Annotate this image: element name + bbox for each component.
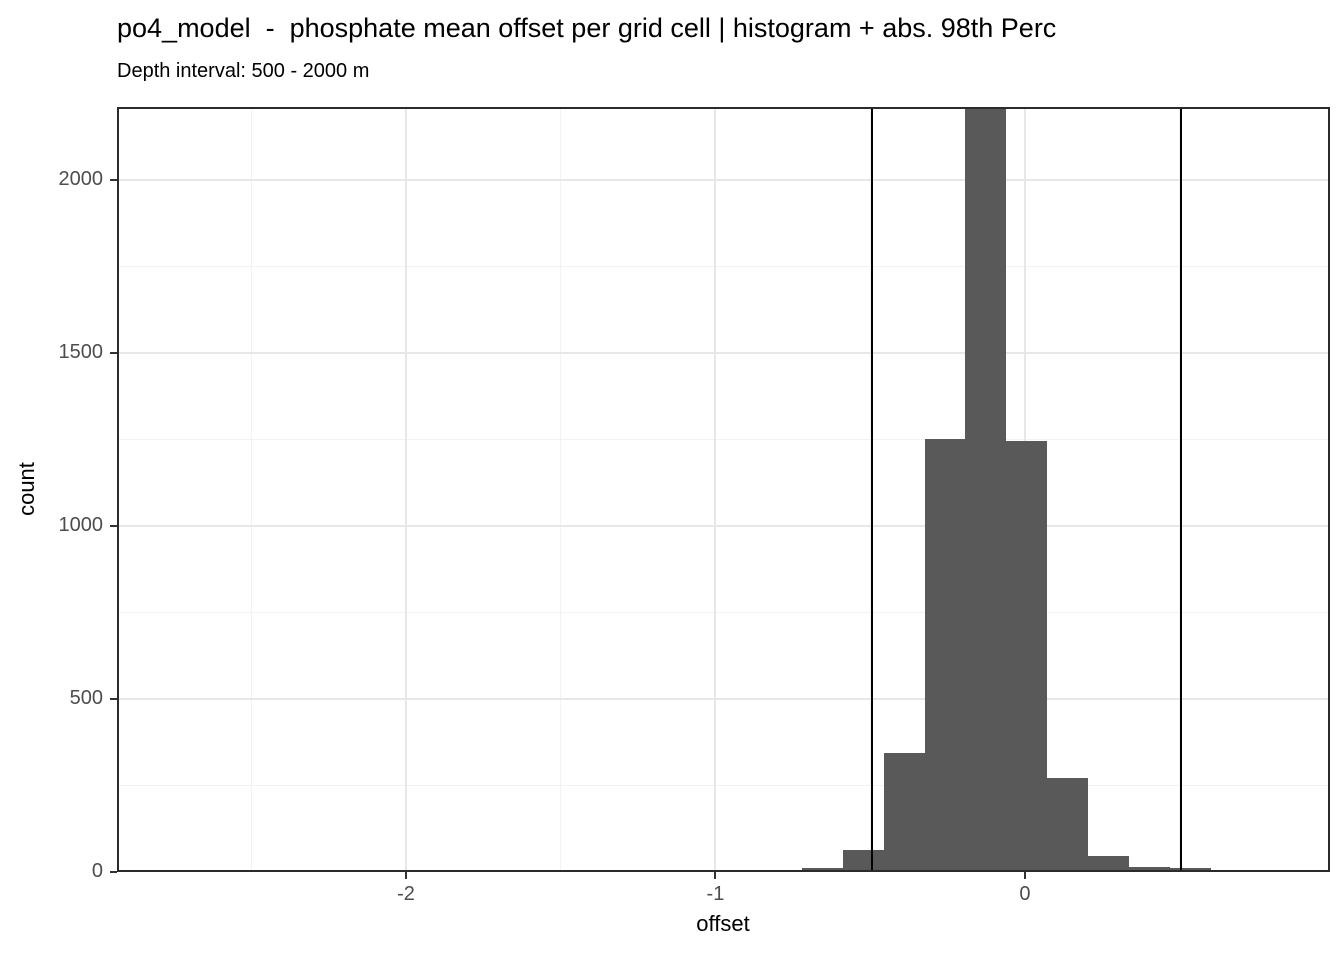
x-tick-label: 0	[1019, 883, 1031, 905]
y-major-gridline	[117, 525, 1330, 528]
x-minor-gridline	[560, 107, 562, 872]
y-tick-mark	[110, 525, 117, 528]
x-minor-gridline	[1179, 107, 1181, 872]
y-major-gridline	[117, 179, 1330, 182]
x-tick-mark	[1023, 872, 1026, 879]
histogram-bar	[638, 870, 680, 872]
percentile-vline	[1179, 107, 1182, 872]
y-tick-label: 1500	[58, 341, 104, 364]
y-tick-mark	[110, 352, 117, 355]
x-axis-title: offset	[696, 911, 750, 936]
y-tick-label: 0	[91, 860, 103, 882]
y-minor-gridline	[117, 785, 1330, 787]
histogram-bar	[1047, 777, 1089, 872]
y-major-gridline	[117, 352, 1330, 355]
y-axis-title: count	[14, 462, 39, 516]
x-tick-label: -1	[706, 883, 725, 905]
histogram-bar	[842, 849, 884, 872]
histogram-bar	[802, 867, 843, 872]
x-tick-mark	[405, 872, 408, 879]
histogram-bar	[924, 439, 966, 872]
x-minor-gridline	[869, 107, 871, 872]
histogram-bar	[1210, 869, 1252, 872]
histogram-bar	[1128, 867, 1170, 872]
y-tick-label: 2000	[58, 168, 104, 191]
y-minor-gridline	[117, 439, 1330, 441]
histogram-bar	[883, 752, 925, 872]
y-tick-mark	[110, 698, 117, 701]
x-tick-mark	[714, 872, 717, 879]
x-minor-gridline	[250, 107, 252, 872]
histogram-bar	[1006, 441, 1048, 872]
plot-panel-content	[117, 107, 1330, 872]
y-tick-mark	[110, 179, 117, 182]
histogram-bar	[761, 870, 803, 872]
histogram-bar	[1088, 856, 1129, 872]
y-tick-label: 1000	[58, 514, 104, 537]
y-minor-gridline	[117, 266, 1330, 268]
y-major-gridline	[117, 698, 1330, 701]
histogram-bar	[965, 107, 1007, 872]
x-major-gridline	[714, 107, 717, 872]
x-major-gridline	[405, 107, 408, 872]
plot-panel	[117, 107, 1330, 872]
chart-subtitle: Depth interval: 500 - 2000 m	[117, 60, 370, 82]
y-tick-label: 500	[69, 687, 103, 710]
x-tick-label: -2	[397, 883, 415, 905]
histogram-bar	[1169, 867, 1211, 872]
y-tick-mark	[110, 871, 117, 873]
y-minor-gridline	[117, 612, 1330, 614]
chart-title: po4_model - phosphate mean offset per gr…	[117, 13, 1057, 43]
percentile-vline	[871, 107, 874, 872]
